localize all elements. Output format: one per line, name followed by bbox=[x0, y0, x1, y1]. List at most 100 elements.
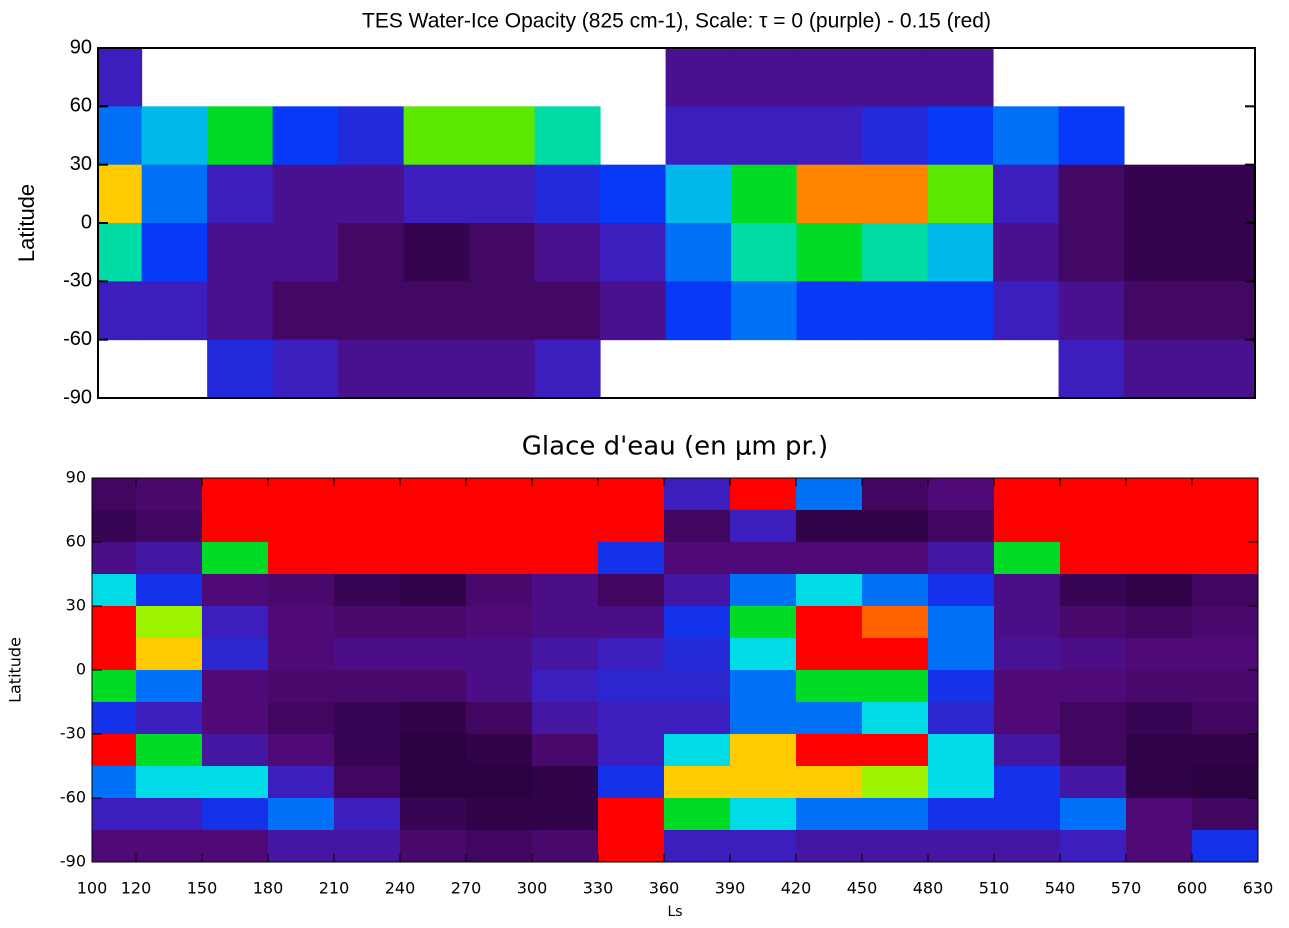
heatmap-cell bbox=[796, 48, 863, 107]
heatmap-cell bbox=[731, 281, 798, 341]
heatmap-cell bbox=[466, 542, 533, 575]
heatmap-cell bbox=[1058, 164, 1125, 224]
heatmap-cell bbox=[730, 798, 797, 831]
heatmap-cell bbox=[1060, 766, 1127, 799]
y-tick-label: -90 bbox=[63, 386, 92, 408]
heatmap-cell bbox=[927, 223, 994, 282]
heatmap-cell bbox=[664, 542, 731, 575]
heatmap-cell bbox=[403, 339, 470, 399]
heatmap-cell bbox=[730, 478, 797, 511]
heatmap-cell bbox=[1060, 702, 1127, 735]
heatmap-cell bbox=[928, 734, 995, 767]
heatmap-cell bbox=[862, 574, 929, 607]
heatmap-cell bbox=[862, 766, 929, 799]
heatmap-cell bbox=[1060, 830, 1127, 863]
x-tick-label: 540 bbox=[1045, 879, 1076, 898]
heatmap-cell bbox=[98, 48, 143, 107]
heatmap-cell bbox=[994, 542, 1061, 575]
heatmap-cell bbox=[1126, 606, 1193, 639]
heatmap-cell bbox=[403, 106, 470, 166]
heatmap-cell bbox=[1126, 510, 1193, 543]
heatmap-cell bbox=[862, 606, 929, 639]
heatmap-cell bbox=[1126, 702, 1193, 735]
heatmap-cell bbox=[927, 48, 994, 107]
heatmap-cell bbox=[534, 339, 601, 399]
heatmap-cell bbox=[1060, 542, 1127, 575]
heatmap-cell bbox=[796, 106, 863, 166]
heatmap-cell bbox=[334, 542, 401, 575]
heatmap-cell bbox=[334, 830, 401, 863]
heatmap-cell bbox=[268, 830, 335, 863]
heatmap-cell bbox=[1126, 798, 1193, 831]
heatmap-cell bbox=[730, 542, 797, 575]
heatmap-cell bbox=[532, 766, 599, 799]
heatmap-cell bbox=[928, 830, 995, 863]
heatmap-cell bbox=[334, 606, 401, 639]
heatmap-cells bbox=[92, 478, 1259, 863]
heatmap-cell bbox=[862, 48, 929, 107]
heatmap-cell bbox=[598, 638, 665, 671]
heatmap-cell bbox=[862, 281, 929, 341]
x-tick-label: 510 bbox=[979, 879, 1010, 898]
heatmap-cell bbox=[202, 606, 269, 639]
heatmap-cell bbox=[1126, 830, 1193, 863]
heatmap-cell bbox=[598, 606, 665, 639]
heatmap-cell bbox=[1192, 766, 1259, 799]
heatmap-cell bbox=[796, 638, 863, 671]
heatmap-cell bbox=[928, 478, 995, 511]
x-tick-label: 270 bbox=[451, 879, 482, 898]
heatmap-cell bbox=[665, 48, 732, 107]
heatmap-cell bbox=[796, 734, 863, 767]
heatmap-cell bbox=[92, 798, 137, 831]
heatmap-cell bbox=[994, 766, 1061, 799]
heatmap-cell bbox=[598, 702, 665, 735]
chart-title: TES Water-Ice Opacity (825 cm-1), Scale:… bbox=[362, 10, 991, 33]
heatmap-cell bbox=[1060, 606, 1127, 639]
heatmap-cell bbox=[334, 734, 401, 767]
heatmap-cell bbox=[92, 606, 137, 639]
heatmap-cell bbox=[994, 638, 1061, 671]
heatmap-cell bbox=[1060, 734, 1127, 767]
heatmap-cell bbox=[928, 702, 995, 735]
heatmap-cell bbox=[202, 766, 269, 799]
heatmap-cell bbox=[664, 798, 731, 831]
heatmap-cell bbox=[598, 670, 665, 703]
heatmap-cell bbox=[664, 510, 731, 543]
heatmap-cell bbox=[466, 830, 533, 863]
heatmap-cell bbox=[400, 574, 467, 607]
heatmap-cell bbox=[1060, 638, 1127, 671]
heatmap-cell bbox=[400, 702, 467, 735]
x-tick-label: 100 bbox=[77, 879, 108, 898]
heatmap-cell bbox=[92, 670, 137, 703]
heatmap-cells bbox=[98, 48, 1256, 399]
x-tick-label: 330 bbox=[583, 879, 614, 898]
y-tick-label: 0 bbox=[81, 211, 92, 233]
heatmap-cell bbox=[928, 574, 995, 607]
heatmap-cell bbox=[598, 542, 665, 575]
heatmap-cell bbox=[994, 798, 1061, 831]
y-tick-label: 30 bbox=[70, 153, 92, 175]
heatmap-cell bbox=[664, 702, 731, 735]
heatmap-cell bbox=[334, 478, 401, 511]
heatmap-cell bbox=[796, 574, 863, 607]
heatmap-cell bbox=[598, 478, 665, 511]
heatmap-cell bbox=[1192, 734, 1259, 767]
heatmap-cell bbox=[1189, 164, 1256, 224]
heatmap-cell bbox=[600, 164, 667, 224]
heatmap-cell bbox=[796, 606, 863, 639]
heatmap-cell bbox=[400, 542, 467, 575]
heatmap-cell bbox=[338, 106, 405, 166]
heatmap-cell bbox=[141, 223, 208, 282]
heatmap-cell bbox=[664, 574, 731, 607]
heatmap-cell bbox=[202, 670, 269, 703]
heatmap-cell bbox=[141, 281, 208, 341]
heatmap-cell bbox=[664, 766, 731, 799]
heatmap-cell bbox=[664, 478, 731, 511]
heatmap-cell bbox=[731, 48, 798, 107]
heatmap-cell bbox=[1192, 798, 1259, 831]
y-tick-label: -60 bbox=[60, 788, 86, 807]
heatmap-cell bbox=[466, 638, 533, 671]
heatmap-cell bbox=[338, 281, 405, 341]
heatmap-cell bbox=[1192, 542, 1259, 575]
heatmap-cell bbox=[466, 478, 533, 511]
